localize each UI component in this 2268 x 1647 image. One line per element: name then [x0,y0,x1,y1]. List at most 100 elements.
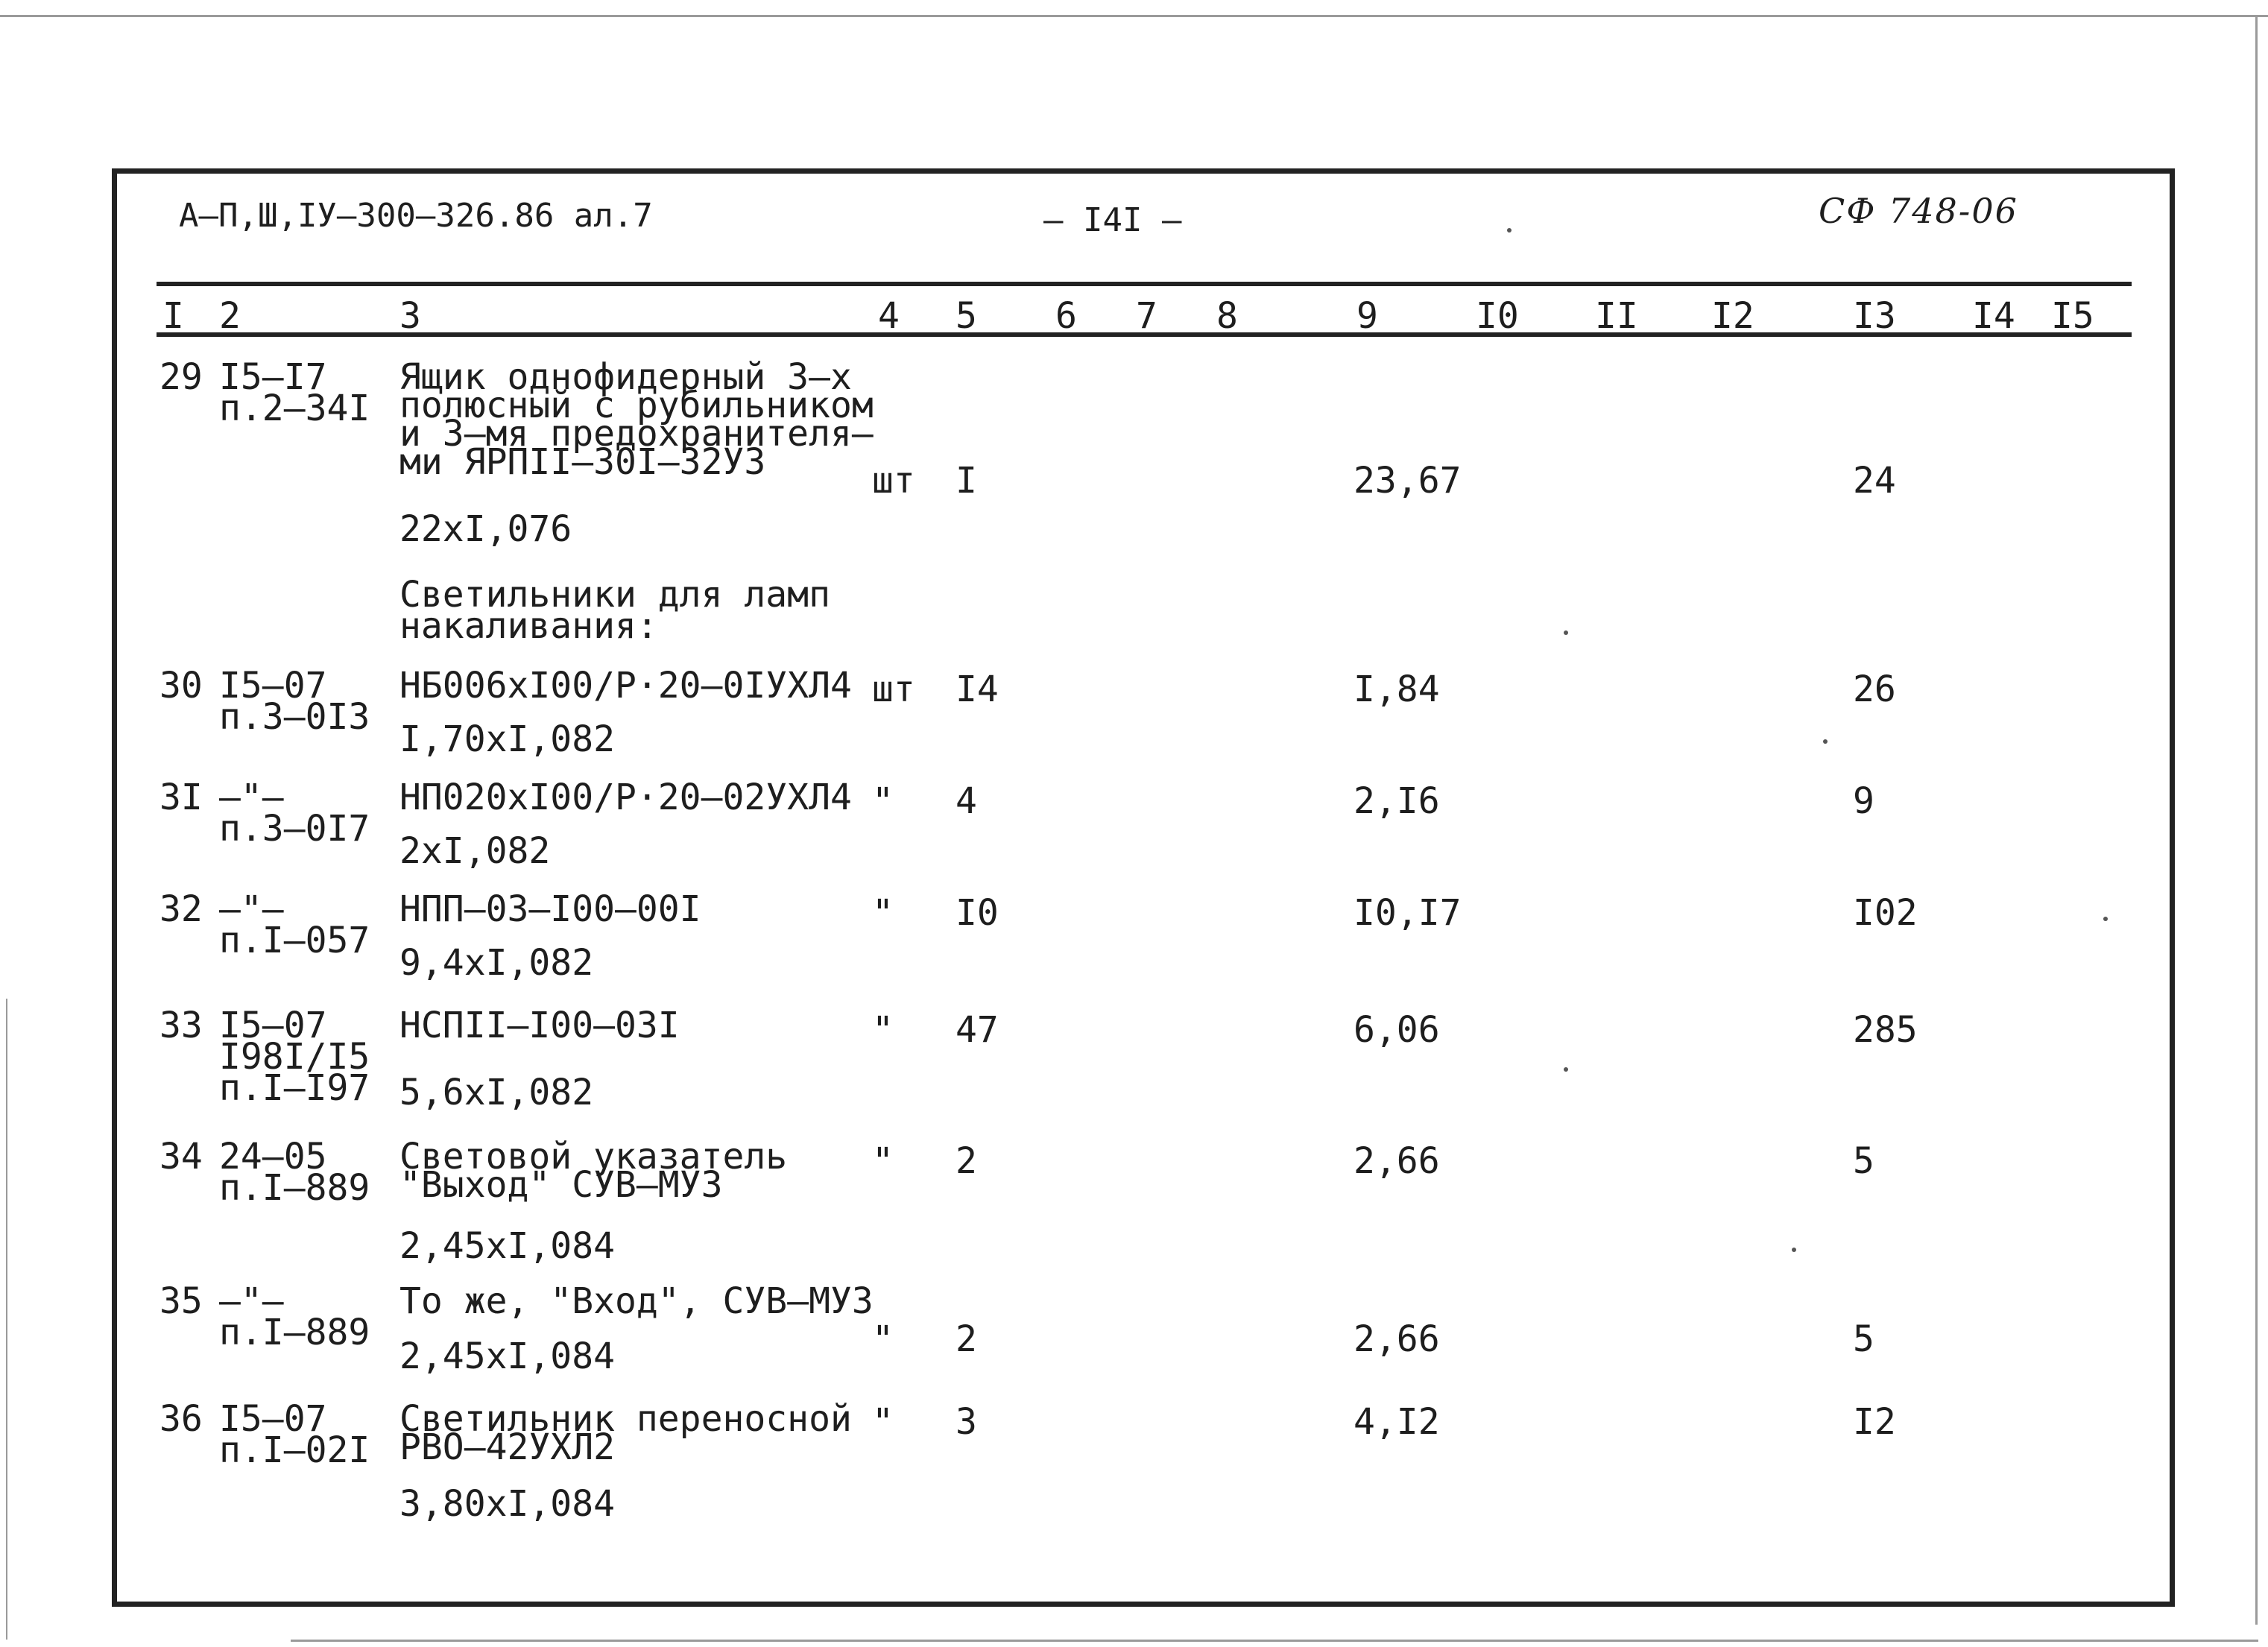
column-number-12: I2 [1711,295,1754,337]
total-value: 285 [1853,1009,1918,1051]
column-number-6: 6 [1055,295,1077,337]
norm-ref: п.3–0I7 [219,808,370,850]
item-calculation: 22хI,076 [399,508,572,550]
unit-of-measure: " [872,1140,894,1182]
norm-ref: п.I–889 [219,1312,370,1353]
unit-price: 6,06 [1353,1009,1440,1051]
unit-price: 4,I2 [1353,1401,1440,1443]
unit-of-measure: " [872,780,894,822]
quantity: 2 [955,1140,977,1182]
quantity: 47 [955,1009,999,1051]
column-number-4: 4 [878,295,900,337]
row-number: 30 [159,665,203,706]
scan-border-left [6,999,7,1640]
item-calculation: I,70хI,082 [399,718,615,760]
norm-ref: I5–07 [219,665,327,706]
column-number-11: II [1595,295,1638,337]
unit-of-measure: " [872,1401,894,1443]
page-number: – I4I – [1043,201,1182,239]
document-code: А–П,Ш,IУ–300–326.86 ал.7 [179,197,653,235]
norm-ref: –"– [219,777,284,818]
scan-border-top [0,15,2268,17]
norm-ref: I5–I7 [219,356,327,398]
speck [1507,228,1512,233]
quantity: 4 [955,780,977,822]
column-number-13: I3 [1853,295,1896,337]
item-name-line: "Выход" СУВ–МУЗ [399,1164,723,1206]
item-name-line: полюсный с рубильником [399,385,874,426]
item-name-line: ми ЯРПII–30I–32У3 [399,441,766,483]
column-number-7: 7 [1136,295,1157,337]
scan-border-right [2255,15,2258,1625]
norm-ref: –"– [219,1280,284,1322]
unit-price: 23,67 [1353,460,1462,502]
item-name-line: НП020хI00/Р·20–02УХЛ4 [399,777,852,818]
norm-ref: п.I–02I [219,1429,370,1471]
norm-ref: I5–07 [219,1005,327,1046]
unit-of-measure: " [872,892,894,934]
scan-border-bottom [291,1640,2258,1642]
column-number-1: I [162,295,184,337]
page-frame [112,168,2175,1607]
item-name-line: НПП–03–I00–00I [399,888,701,930]
total-value: 24 [1853,460,1896,502]
speck [1564,630,1568,635]
quantity: 2 [955,1318,977,1360]
speck [1823,739,1828,744]
unit-of-measure: " [872,1009,894,1051]
item-calculation: 2,45хI,084 [399,1335,615,1377]
item-calculation: 2,45хI,084 [399,1225,615,1267]
item-name-line: НСПII–I00–03I [399,1005,680,1046]
stamp-number: СФ 748-06 [1819,191,2018,231]
column-number-5: 5 [955,295,977,337]
norm-ref: п.I–057 [219,920,370,961]
total-value: I02 [1853,892,1918,934]
quantity: I4 [955,668,999,710]
total-value: 5 [1853,1318,1874,1360]
column-number-9: 9 [1356,295,1378,337]
norm-ref: I5–07 [219,1398,327,1440]
item-name-line: НБ006хI00/Р·20–0IУХЛ4 [399,665,852,706]
speck [2103,917,2108,921]
norm-ref: п.I–I97 [219,1067,370,1109]
column-number-8: 8 [1216,295,1238,337]
unit-price: 2,66 [1353,1318,1440,1360]
item-calculation: 9,4хI,082 [399,942,594,984]
item-calculation: 3,80хI,084 [399,1483,615,1525]
item-name-line: Светильник переносной [399,1398,852,1440]
item-name-line: РВО–42УХЛ2 [399,1426,615,1468]
unit-price: 2,66 [1353,1140,1440,1182]
norm-ref: п.I–889 [219,1167,370,1209]
speck [1792,1248,1796,1252]
row-number: 34 [159,1136,203,1177]
section-heading-line: накаливания: [399,605,658,647]
item-name-line: То же, "Вход", СУВ–МУЗ [399,1280,874,1322]
total-value: I2 [1853,1401,1896,1443]
unit-price: I,84 [1353,668,1440,710]
column-number-14: I4 [1972,295,2015,337]
norm-ref: 24–05 [219,1136,327,1177]
row-number: 33 [159,1005,203,1046]
row-number: 29 [159,356,203,398]
total-value: 26 [1853,668,1896,710]
norm-ref: I98I/I5 [219,1036,370,1078]
item-name-line: Ящик однофидерный 3–х [399,356,852,398]
item-calculation: 2хI,082 [399,830,551,872]
speck [1564,1067,1568,1072]
norm-ref: п.3–0I3 [219,696,370,738]
column-number-2: 2 [219,295,241,337]
item-name-line: и 3–мя предохранителя– [399,413,874,455]
total-value: 5 [1853,1140,1874,1182]
quantity: 3 [955,1401,977,1443]
section-heading-line: Светильники для ламп [399,574,830,616]
column-number-3: 3 [399,295,421,337]
column-number-10: I0 [1476,295,1519,337]
row-number: 3I [159,777,203,818]
header-rule-top [157,282,2132,286]
row-number: 36 [159,1398,203,1440]
unit-of-measure: шт [872,460,915,502]
item-name-line: Световой указатель [399,1136,788,1177]
unit-of-measure: " [872,1318,894,1360]
norm-ref: п.2–34I [219,388,370,429]
unit-price: 2,I6 [1353,780,1440,822]
